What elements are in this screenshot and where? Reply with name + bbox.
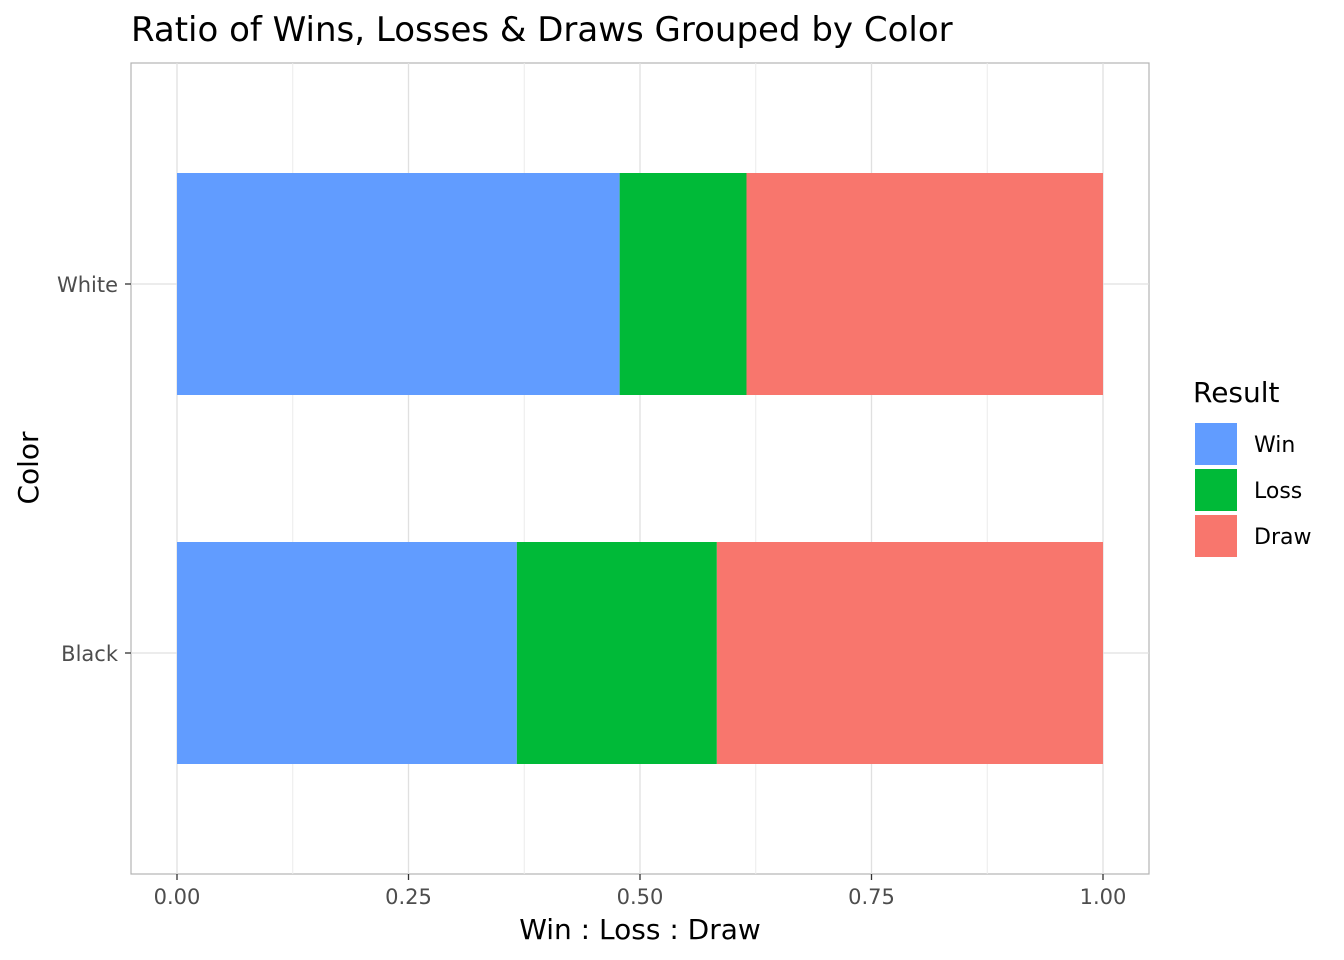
y-axis: Black White	[57, 273, 131, 666]
x-tick-label: 0.50	[617, 885, 664, 909]
legend-key-win	[1195, 423, 1237, 465]
x-tick-label: 0.00	[154, 885, 201, 909]
legend-label-win: Win	[1254, 433, 1295, 458]
y-axis-title: Color	[12, 431, 45, 505]
x-axis-title: Win : Loss : Draw	[519, 913, 761, 946]
bar-white-draw	[746, 173, 1103, 395]
x-tick-label: 1.00	[1080, 885, 1127, 909]
legend-key-loss	[1195, 469, 1237, 511]
y-tick-label-black: Black	[61, 642, 119, 666]
bar-black-loss	[516, 542, 717, 764]
legend-key-draw	[1195, 515, 1237, 557]
x-tick-label: 0.25	[385, 885, 432, 909]
x-axis: 0.00 0.25 0.50 0.75 1.00	[154, 874, 1127, 909]
bar-white-win	[177, 173, 620, 395]
legend-title: Result	[1193, 376, 1280, 409]
y-tick-label-white: White	[57, 273, 118, 297]
chart-title: Ratio of Wins, Losses & Draws Grouped by…	[131, 10, 953, 50]
bar-black-draw	[716, 542, 1103, 764]
legend-label-draw: Draw	[1254, 525, 1311, 550]
legend: Result Win Loss Draw	[1193, 376, 1311, 557]
bar-white-loss	[619, 173, 747, 395]
x-tick-label: 0.75	[848, 885, 895, 909]
legend-label-loss: Loss	[1254, 479, 1302, 504]
bars	[177, 173, 1103, 764]
bar-black-win	[177, 542, 517, 764]
